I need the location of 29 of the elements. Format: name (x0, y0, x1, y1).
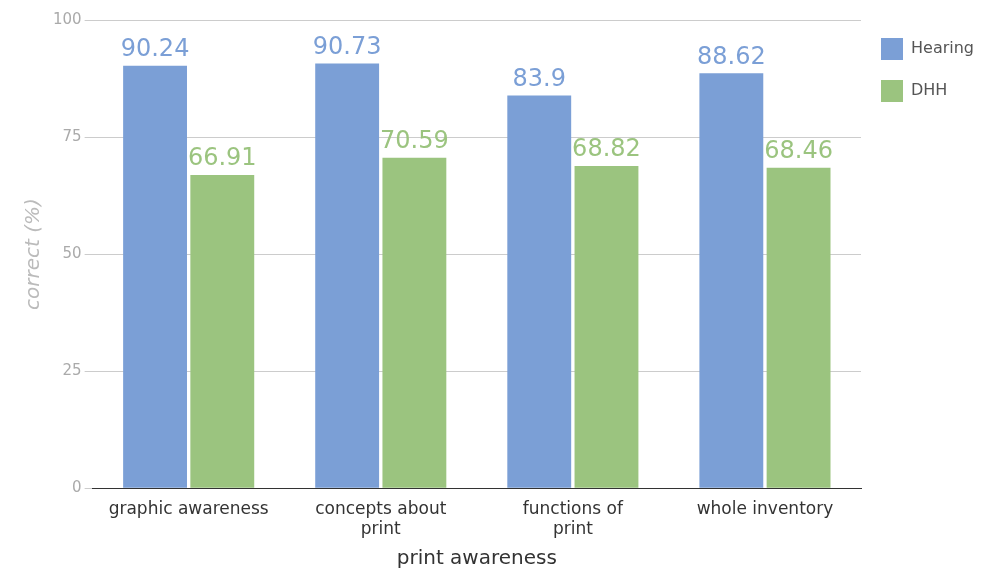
y-tick-label: 25 (62, 361, 82, 380)
y-tick-label: 50 (62, 243, 82, 262)
x-axis-title: print awareness (396, 545, 557, 570)
data-label: 83.9 (512, 63, 566, 92)
data-label: 90.24 (120, 33, 190, 62)
bar (766, 167, 831, 488)
data-label: 90.73 (312, 31, 382, 60)
x-tick-label: functions of print (522, 497, 624, 539)
y-tick-label: 0 (72, 478, 82, 497)
bar (123, 65, 187, 488)
bar (382, 157, 447, 488)
bar (190, 174, 255, 488)
bar (699, 73, 764, 488)
x-tick-label: whole inventory (696, 497, 834, 518)
y-tick-label: 75 (62, 126, 82, 145)
y-tick-label: 100 (52, 9, 82, 28)
bar (507, 95, 572, 488)
data-label: 68.82 (572, 134, 641, 163)
bar (574, 165, 639, 488)
data-label: 66.91 (187, 143, 257, 172)
data-label: 88.62 (696, 41, 766, 70)
data-label: 70.59 (380, 125, 449, 154)
legend-label: DHH (911, 80, 948, 100)
x-tick-label: graphic awareness (108, 497, 269, 518)
legend-label: Hearing (911, 38, 974, 58)
x-tick-label: concepts about print (315, 497, 447, 539)
data-label: 68.46 (764, 135, 833, 164)
y-axis-title: correct (%) (20, 198, 45, 310)
bar (315, 63, 380, 488)
